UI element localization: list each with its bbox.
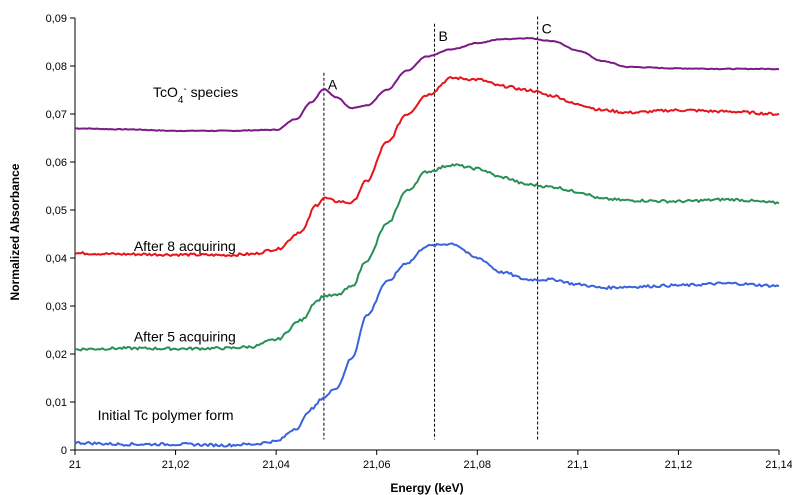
x-tick-label: 21,06 <box>363 459 391 471</box>
series-labels: TcO4- species After 8 acquiring After 5 ac… <box>98 84 238 423</box>
series-label: After 8 acquiring <box>134 238 236 254</box>
y-tick-label: 0,04 <box>46 253 67 265</box>
reference-markers: A B C <box>323 16 552 440</box>
series-line <box>74 242 780 448</box>
tick-labels: 0 0,01 0,02 0,03 0,04 0,05 0,06 0,07 0,08 0,09 21 2… <box>46 13 792 471</box>
series-label: After 5 acquiring <box>134 329 236 345</box>
y-tick-label: 0,07 <box>46 109 67 121</box>
y-tick-label: 0,02 <box>46 349 67 361</box>
x-axis-title: Energy (keV) <box>390 481 463 495</box>
y-tick-label: 0,05 <box>46 205 67 217</box>
series-lines <box>74 37 780 448</box>
series-line <box>75 37 780 133</box>
x-tick-label: 21,02 <box>162 459 190 471</box>
y-axis-title: Normalized Absorbance <box>8 163 22 300</box>
y-tick-label: 0,01 <box>46 397 67 409</box>
x-tick-label: 21,08 <box>464 459 492 471</box>
y-tick-label: 0,09 <box>46 13 67 25</box>
series-label: Initial Tc polymer form <box>98 407 234 423</box>
x-tick-label: 21,12 <box>665 459 693 471</box>
series-label: TcO4- species <box>153 84 238 106</box>
y-tick-label: 0 <box>61 445 67 457</box>
marker-label: A <box>328 77 338 93</box>
marker-label: C <box>542 21 552 37</box>
marker-label: B <box>439 28 448 44</box>
y-tick-label: 0,08 <box>46 61 67 73</box>
x-tick-label: 21,04 <box>262 459 290 471</box>
y-tick-label: 0,06 <box>46 157 67 169</box>
series-line <box>74 76 780 258</box>
y-tick-label: 0,03 <box>46 301 67 313</box>
series-line <box>74 163 780 352</box>
x-tick-label: 21,14 <box>765 459 792 471</box>
axes <box>70 17 780 455</box>
x-tick-label: 21 <box>69 459 81 471</box>
x-tick-label: 21,1 <box>567 459 588 471</box>
